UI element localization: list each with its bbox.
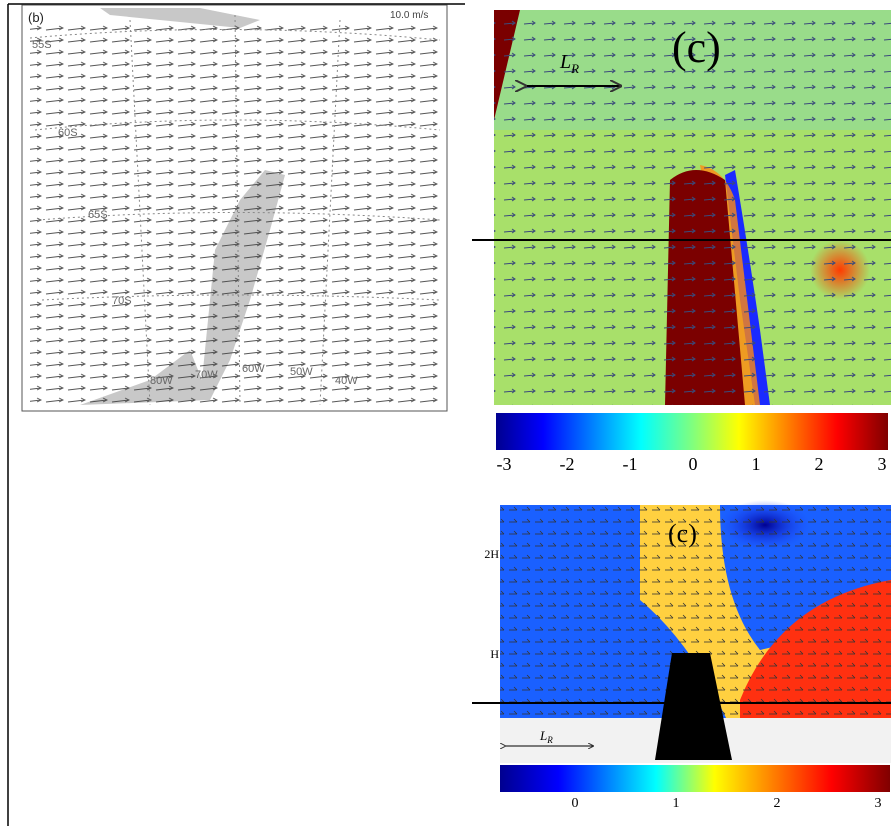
panel-label: (c) bbox=[672, 23, 721, 72]
colorbar-tick-label: 3 bbox=[878, 454, 887, 474]
colorbar-tick-label: -1 bbox=[623, 454, 638, 474]
panel-c-bottom: LR (c) 2H H 0 1 2 3 bbox=[484, 500, 891, 811]
lat-label: 70S bbox=[112, 295, 132, 307]
height-label: H bbox=[490, 647, 499, 661]
colorbar-tick-label: 0 bbox=[689, 454, 698, 474]
panel-label: (c) bbox=[668, 519, 697, 548]
colorbar-tick-label: 2 bbox=[815, 454, 824, 474]
colorbar-tick-label: -3 bbox=[497, 454, 512, 474]
height-label: 2H bbox=[484, 547, 499, 561]
panel-label: (b) bbox=[28, 10, 44, 25]
panel-c-top: LR (c) -3 -2 -1 0 1 2 3 bbox=[494, 10, 891, 474]
wind-vectors bbox=[30, 20, 440, 405]
lat-label: 60S bbox=[58, 127, 78, 139]
lon-label: 50W bbox=[290, 366, 313, 378]
length-sub: R bbox=[570, 61, 579, 76]
lat-label: 65S bbox=[88, 209, 108, 221]
length-sub: R bbox=[546, 735, 553, 745]
colorbar-tick-label: 1 bbox=[673, 796, 680, 811]
graticule bbox=[29, 14, 441, 406]
length-label: LR bbox=[539, 728, 553, 745]
lon-label: 80W bbox=[150, 375, 173, 387]
colorbar bbox=[496, 413, 888, 450]
colorbar-tick-label: 1 bbox=[752, 454, 761, 474]
obstacle bbox=[655, 653, 732, 760]
lon-label: 70W bbox=[195, 369, 218, 381]
lon-label: 40W bbox=[335, 375, 358, 387]
length-main: L bbox=[539, 728, 547, 743]
colorbar-tick-label: 3 bbox=[875, 796, 882, 811]
length-main: L bbox=[559, 51, 571, 73]
colorbar-tick-label: 2 bbox=[774, 796, 781, 811]
panel-b: (b) 10.0 m/s 55S 60S 65S 70S 80W 70W 60W 50W 40… bbox=[21, 4, 448, 412]
flow-vectors bbox=[494, 10, 891, 405]
scale-label: 10.0 m/s bbox=[390, 10, 428, 21]
length-label: LR bbox=[559, 51, 579, 76]
lon-label: 60W bbox=[242, 363, 265, 375]
colorbar-tick-label: 0 bbox=[572, 796, 579, 811]
colorbar bbox=[500, 765, 890, 792]
lat-label: 55S bbox=[32, 39, 52, 51]
colorbar-tick-label: -2 bbox=[560, 454, 575, 474]
